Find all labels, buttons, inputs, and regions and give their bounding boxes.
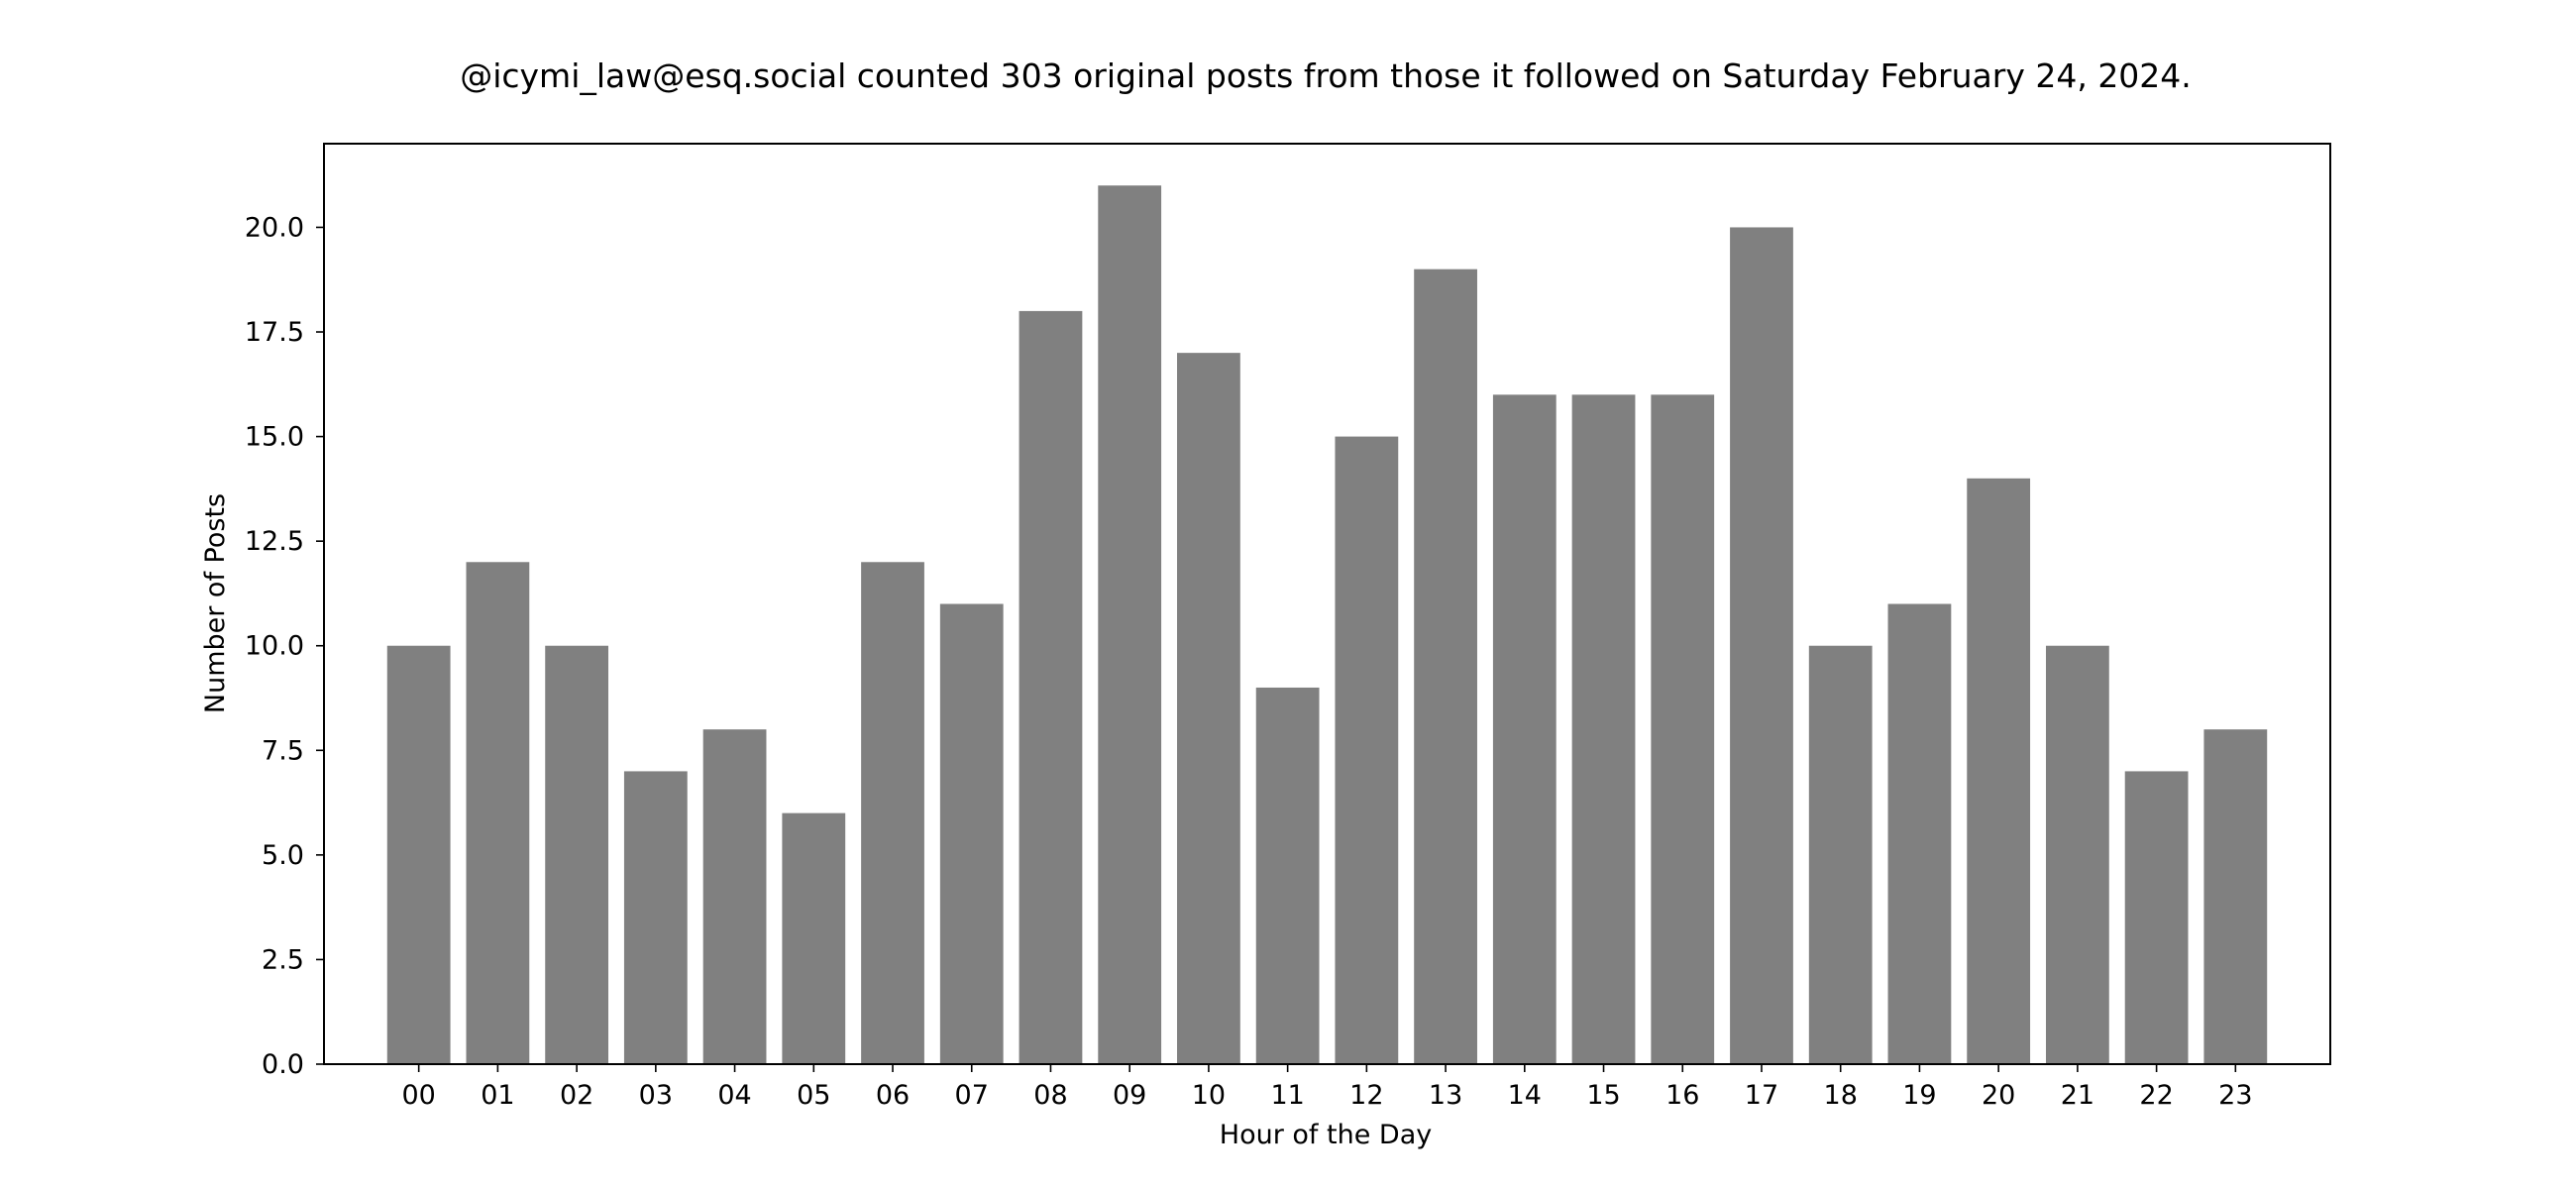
x-tick-label: 08: [1033, 1080, 1067, 1111]
bars-group: [386, 185, 2268, 1065]
bar-07: [939, 603, 1004, 1064]
x-tick-label: 15: [1586, 1080, 1620, 1111]
bar-20: [1967, 478, 2031, 1064]
y-tick-label: 0.0: [262, 1049, 304, 1080]
bar-01: [466, 562, 530, 1064]
bar-16: [1651, 394, 1715, 1064]
x-tick-label: 02: [560, 1080, 593, 1111]
bar-02: [545, 645, 609, 1064]
x-tick-label: 04: [717, 1080, 751, 1111]
x-tick-label: 11: [1270, 1080, 1304, 1111]
x-tick-label: 13: [1429, 1080, 1462, 1111]
x-tick-label: 10: [1192, 1080, 1226, 1111]
x-tick-label: 09: [1113, 1080, 1146, 1111]
bar-19: [1887, 603, 1952, 1064]
x-tick-label: 18: [1824, 1080, 1858, 1111]
x-tick-label: 06: [876, 1080, 910, 1111]
x-tick-label: 22: [2139, 1080, 2173, 1111]
bar-14: [1492, 394, 1556, 1064]
x-tick-label: 23: [2218, 1080, 2252, 1111]
y-tick-label: 10.0: [245, 631, 304, 662]
y-axis-label: Number of Posts: [200, 493, 231, 713]
bar-15: [1571, 394, 1636, 1064]
bar-17: [1730, 227, 1793, 1064]
y-tick-label: 12.5: [245, 526, 304, 557]
bar-05: [782, 812, 846, 1064]
bar-04: [702, 729, 767, 1064]
x-tick-label: 14: [1508, 1080, 1542, 1111]
bar-09: [1098, 185, 1162, 1065]
bar-18: [1808, 645, 1873, 1064]
y-tick-label: 15.0: [245, 422, 304, 453]
plot-area-frame: [323, 143, 2331, 1065]
x-tick-label: 12: [1349, 1080, 1383, 1111]
x-tick-label: 20: [1982, 1080, 2015, 1111]
bar-12: [1335, 436, 1399, 1065]
x-tick-label: 00: [401, 1080, 435, 1111]
x-tick-label: 03: [639, 1080, 673, 1111]
bar-08: [1019, 310, 1083, 1064]
y-tick-label: 2.5: [262, 944, 304, 975]
bar-03: [623, 771, 688, 1064]
x-tick-label: 19: [1902, 1080, 1936, 1111]
x-tick-label: 17: [1745, 1080, 1778, 1111]
x-tick-label: 16: [1665, 1080, 1699, 1111]
y-axis-ticks: 0.0 2.5 5.0 7.5 10.0 12.5 15.0 17.5 20.0: [245, 212, 324, 1080]
x-axis-label: Hour of the Day: [1220, 1120, 1432, 1150]
bar-22: [2124, 771, 2189, 1064]
bar-11: [1255, 687, 1320, 1064]
bar-00: [386, 645, 451, 1064]
y-tick-label: 7.5: [262, 735, 304, 766]
y-tick-label: 5.0: [262, 840, 304, 871]
x-tick-label: 07: [955, 1080, 989, 1111]
bar-13: [1414, 269, 1477, 1064]
x-tick-label: 01: [481, 1080, 514, 1111]
x-tick-label: 21: [2061, 1080, 2094, 1111]
chart-title: @icymi_law@esq.social counted 303 origin…: [460, 56, 2192, 95]
bar-21: [2045, 645, 2109, 1064]
bar-10: [1177, 353, 1240, 1064]
bar-23: [2203, 729, 2268, 1064]
y-tick-label: 17.5: [245, 317, 304, 348]
bar-06: [861, 562, 924, 1064]
x-tick-label: 05: [797, 1080, 830, 1111]
y-tick-label: 20.0: [245, 212, 304, 243]
x-axis-ticks: 00 01 02 03 04 05 06 07 08 09 10 11 12 13 14 15 16 17 18 19…: [401, 1064, 2253, 1111]
